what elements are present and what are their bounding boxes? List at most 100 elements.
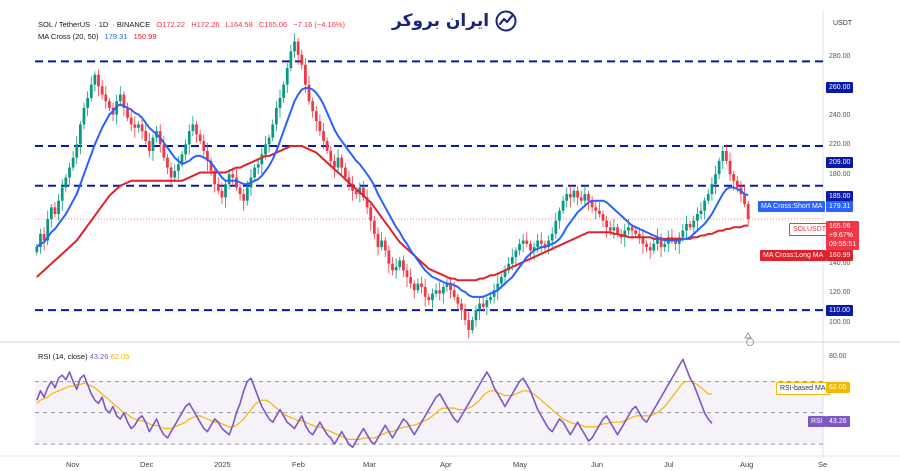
candle-body (147, 141, 151, 151)
rsi-tag-label: RSI (808, 416, 826, 427)
candle-body (601, 213, 605, 221)
candle-body (126, 107, 129, 118)
candle-body (333, 160, 336, 168)
candle-body (637, 233, 641, 238)
candle-body (623, 230, 627, 238)
candle-body (278, 97, 282, 108)
candle-body (579, 197, 583, 201)
ohlc-close: C165.06 (258, 20, 288, 29)
candle-body (82, 107, 86, 125)
candle-body (195, 124, 198, 135)
candle-body (340, 157, 344, 168)
candle-body (369, 207, 373, 221)
candle-body (39, 233, 42, 248)
time-tick: Dec (140, 460, 154, 469)
candle-body (695, 213, 699, 221)
candle-body (383, 240, 387, 251)
candle-body (478, 303, 481, 311)
candle-body (180, 154, 184, 165)
candle-body (561, 200, 565, 211)
candle-body (492, 290, 496, 297)
candle-body (75, 144, 79, 158)
candle-body (100, 86, 104, 95)
candle-body (441, 286, 445, 294)
candle-body (554, 220, 558, 234)
candle-body (688, 223, 692, 228)
last-price: 165.06 (829, 223, 851, 230)
symbol-pair[interactable]: SOL / TetherUS (38, 20, 91, 29)
candle-body (242, 194, 246, 201)
candle-body (597, 210, 601, 214)
candle-body (500, 276, 503, 284)
candle-body (423, 286, 427, 297)
candle-body (53, 207, 57, 214)
candle-body (510, 257, 514, 264)
candle-body (311, 101, 315, 112)
candle-body (438, 290, 442, 294)
candle-body (380, 240, 383, 248)
candle-body (60, 187, 64, 201)
candle-body (634, 230, 638, 234)
ohlc-open: O172.22 (156, 20, 186, 29)
candle-body (449, 283, 452, 291)
symbol-exchange: BINANCE (116, 20, 151, 29)
watermark: ایران بروکر (392, 10, 517, 32)
candle-body (253, 167, 256, 178)
candle-body (576, 190, 579, 198)
candle-body (282, 84, 285, 98)
currency-label[interactable]: USDT (833, 20, 853, 27)
time-tick: Mar (363, 460, 376, 469)
candle-body (627, 227, 630, 231)
candle-body (735, 180, 739, 188)
candle-body (71, 157, 75, 168)
level-tag-110: 110.00 (826, 305, 853, 316)
ohlc-high: H172.26 (191, 20, 220, 29)
candle-body (209, 160, 213, 171)
candle-body (699, 210, 703, 214)
candle-body (547, 240, 550, 248)
candle-body (416, 283, 420, 291)
candle-body (57, 200, 60, 214)
ma-cross-legend[interactable]: MA Cross (20, 50) 179.31 150.99 (38, 32, 161, 41)
alert-circle-icon (746, 338, 754, 346)
price-tick: 140.00 (829, 260, 851, 267)
time-tick: Nov (66, 460, 80, 469)
candle-body (608, 227, 612, 231)
candle-body (329, 150, 333, 161)
time-tick: Feb (292, 460, 305, 469)
candle-body (372, 220, 376, 234)
candle-body (474, 310, 478, 321)
candle-body (68, 167, 71, 178)
candle-body (256, 164, 260, 168)
candle-body (274, 107, 278, 125)
candle-body (503, 270, 507, 277)
short-ma-tag-value: 179.31 (826, 201, 854, 212)
candle-body (271, 124, 275, 138)
candle-body (354, 190, 358, 195)
candle-body (289, 51, 293, 69)
rsi-tick: 80.00 (829, 353, 847, 360)
long-ma-tag-label: MA Cross:Long MA (760, 250, 827, 261)
rsi-ma-tag-label: RSI-based MA (776, 382, 830, 395)
candle-body (42, 233, 46, 241)
candle-body (137, 124, 140, 128)
ma-short-value: 179.31 (104, 32, 128, 41)
price-tick: 120.00 (829, 289, 851, 296)
candle-body (336, 157, 340, 168)
candle-body (550, 233, 554, 241)
candle-body (420, 283, 423, 287)
candle-body (594, 207, 598, 211)
candle-body (405, 270, 409, 277)
candle-body (129, 117, 133, 125)
candle-body (725, 150, 728, 161)
symbol-interval[interactable]: 1D (98, 20, 109, 29)
candle-body (97, 74, 100, 87)
ohlc-low: L164.58 (225, 20, 253, 29)
candle-body (659, 237, 663, 248)
rsi-legend[interactable]: RSI (14, close) 43.26 62.05 (38, 352, 129, 361)
time-tick: Se (818, 460, 828, 469)
candle-body (525, 240, 529, 244)
candle-body (184, 144, 188, 155)
short-ma-tag-label: MA Cross:Short MA (758, 201, 826, 212)
